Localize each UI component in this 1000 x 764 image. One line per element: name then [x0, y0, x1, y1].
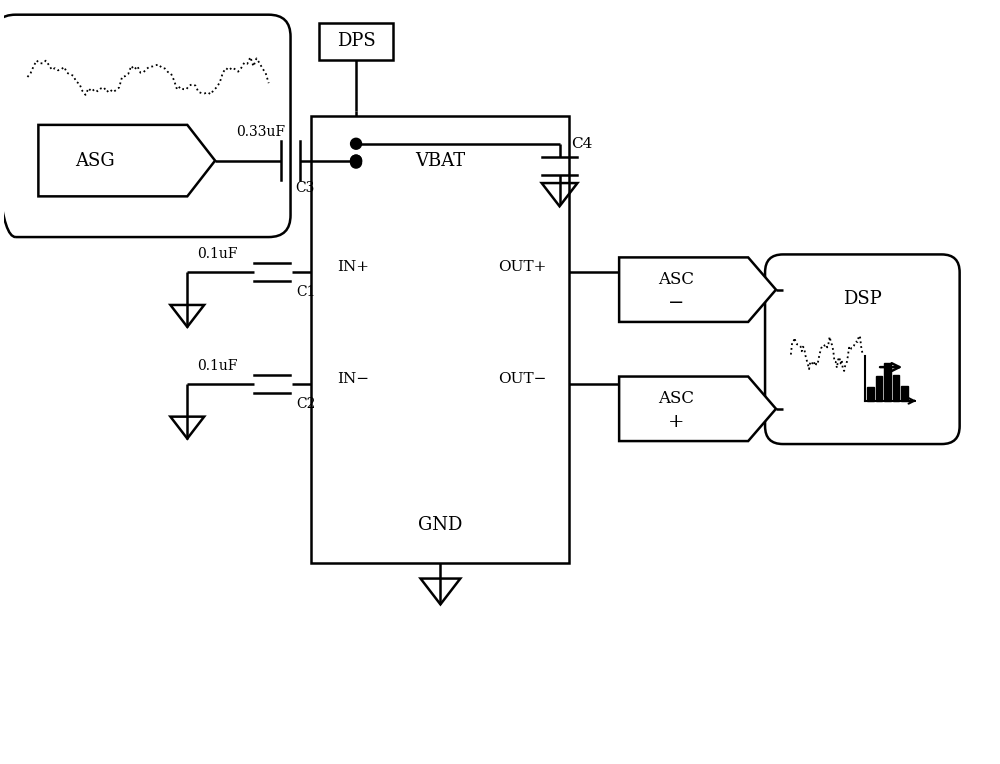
- Circle shape: [351, 138, 362, 149]
- Bar: [876, 376, 882, 401]
- Circle shape: [351, 155, 362, 166]
- Text: C1: C1: [296, 285, 316, 299]
- Text: C3: C3: [295, 181, 315, 196]
- Text: VBAT: VBAT: [415, 151, 465, 170]
- Text: −: −: [668, 293, 684, 312]
- Bar: [319, 23, 393, 60]
- Text: ASC: ASC: [658, 390, 694, 407]
- Text: +: +: [667, 413, 684, 431]
- Circle shape: [351, 157, 362, 168]
- Polygon shape: [619, 257, 776, 322]
- Bar: [893, 375, 899, 401]
- Text: DSP: DSP: [843, 290, 882, 308]
- Polygon shape: [38, 125, 215, 196]
- Text: C4: C4: [571, 137, 593, 151]
- Text: 0.1uF: 0.1uF: [197, 248, 237, 261]
- Text: 0.1uF: 0.1uF: [197, 359, 237, 373]
- Text: IN−: IN−: [337, 372, 369, 386]
- Text: OUT−: OUT−: [498, 372, 546, 386]
- Text: 0.33uF: 0.33uF: [236, 125, 285, 139]
- Text: OUT+: OUT+: [498, 261, 546, 274]
- Bar: [867, 387, 874, 401]
- Polygon shape: [619, 377, 776, 441]
- Bar: [884, 363, 891, 401]
- Bar: [311, 116, 569, 562]
- Text: DPS: DPS: [337, 33, 375, 50]
- Text: ASG: ASG: [75, 151, 115, 170]
- Text: IN+: IN+: [337, 261, 369, 274]
- Text: GND: GND: [418, 516, 463, 534]
- Circle shape: [351, 155, 362, 166]
- Text: C2: C2: [296, 397, 316, 411]
- Text: ASC: ASC: [658, 271, 694, 288]
- Bar: [901, 386, 908, 401]
